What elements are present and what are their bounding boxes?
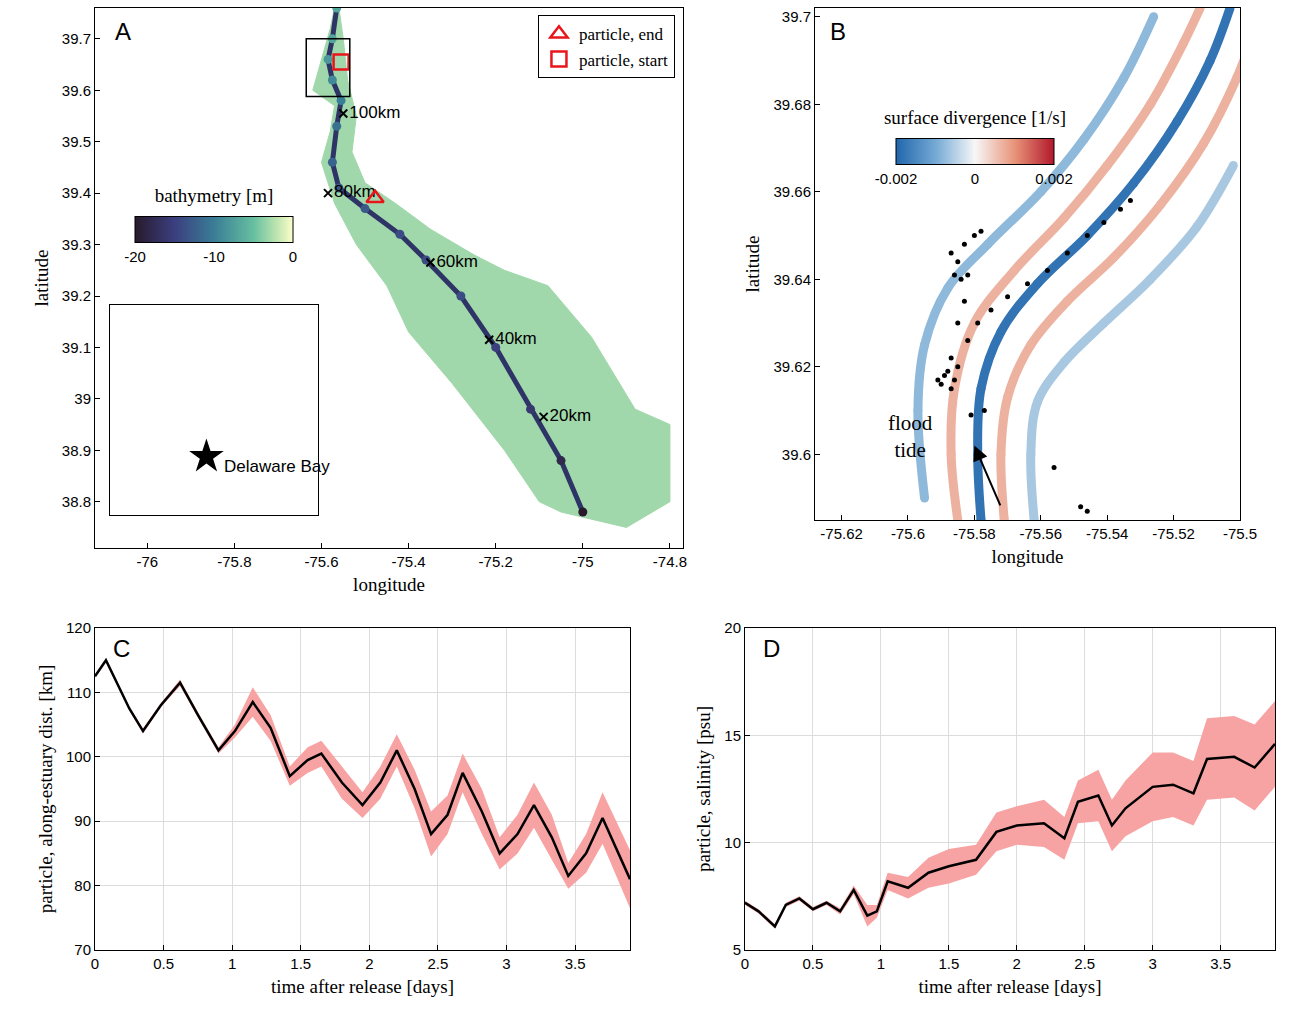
svg-text:1: 1 xyxy=(228,955,236,972)
svg-text:60km: 60km xyxy=(436,252,478,271)
svg-text:-75.5: -75.5 xyxy=(1223,525,1257,542)
svg-text:3: 3 xyxy=(502,955,510,972)
svg-text:1: 1 xyxy=(877,955,885,972)
svg-text:-75.8: -75.8 xyxy=(217,553,251,570)
svg-text:-75.56: -75.56 xyxy=(1020,525,1063,542)
svg-text:2.5: 2.5 xyxy=(428,955,449,972)
svg-text:B: B xyxy=(830,18,846,45)
svg-text:-75.2: -75.2 xyxy=(479,553,513,570)
svg-text:particle, start: particle, start xyxy=(579,51,668,70)
svg-text:bathymetry [m]: bathymetry [m] xyxy=(155,185,274,206)
svg-text:-75.52: -75.52 xyxy=(1152,525,1195,542)
svg-text:39.6: 39.6 xyxy=(782,446,811,463)
svg-text:longitude: longitude xyxy=(353,574,425,595)
svg-text:39.64: 39.64 xyxy=(773,271,811,288)
svg-text:2.5: 2.5 xyxy=(1074,955,1095,972)
svg-text:20: 20 xyxy=(724,619,741,636)
svg-text:15: 15 xyxy=(724,727,741,744)
svg-text:1.5: 1.5 xyxy=(290,955,311,972)
svg-text:38.9: 38.9 xyxy=(62,442,91,459)
svg-text:39.7: 39.7 xyxy=(62,30,91,47)
svg-text:-20: -20 xyxy=(124,248,146,265)
svg-text:39.68: 39.68 xyxy=(773,96,811,113)
svg-text:-75.54: -75.54 xyxy=(1086,525,1129,542)
svg-text:80: 80 xyxy=(74,877,91,894)
svg-text:100km: 100km xyxy=(349,103,400,122)
svg-text:3.5: 3.5 xyxy=(565,955,586,972)
svg-text:surface divergence [1/s]: surface divergence [1/s] xyxy=(884,107,1066,128)
svg-text:0: 0 xyxy=(741,955,749,972)
svg-text:C: C xyxy=(113,635,130,662)
svg-text:-0.002: -0.002 xyxy=(875,170,918,187)
svg-text:floodtide: floodtide xyxy=(888,411,933,462)
svg-text:-10: -10 xyxy=(203,248,225,265)
svg-text:39.2: 39.2 xyxy=(62,287,91,304)
svg-text:2: 2 xyxy=(365,955,373,972)
svg-text:0.5: 0.5 xyxy=(803,955,824,972)
svg-text:40km: 40km xyxy=(495,329,537,348)
svg-text:110: 110 xyxy=(67,684,91,701)
svg-text:0.5: 0.5 xyxy=(153,955,174,972)
svg-text:5: 5 xyxy=(733,941,741,958)
svg-text:time after release [days]: time after release [days] xyxy=(271,976,454,997)
svg-text:120: 120 xyxy=(66,619,91,636)
svg-text:39: 39 xyxy=(74,390,91,407)
svg-text:39.62: 39.62 xyxy=(773,358,811,375)
svg-text:-74.8: -74.8 xyxy=(653,553,687,570)
svg-text:Delaware Bay: Delaware Bay xyxy=(224,457,330,476)
svg-text:-75: -75 xyxy=(572,553,594,570)
svg-text:particle, along-estuary dist.: particle, along-estuary dist. [km] xyxy=(35,665,56,914)
svg-text:80km: 80km xyxy=(334,182,376,201)
svg-text:39.3: 39.3 xyxy=(62,236,91,253)
svg-text:latitude: latitude xyxy=(742,236,763,293)
svg-text:longitude: longitude xyxy=(992,546,1064,567)
svg-text:time after release [days]: time after release [days] xyxy=(918,976,1101,997)
svg-text:39.4: 39.4 xyxy=(62,184,91,201)
svg-text:particle, end: particle, end xyxy=(579,25,664,44)
svg-text:particle, salinity [psu]: particle, salinity [psu] xyxy=(693,706,714,872)
svg-text:39.7: 39.7 xyxy=(782,8,811,25)
svg-text:-75.62: -75.62 xyxy=(820,525,863,542)
svg-text:10: 10 xyxy=(724,834,741,851)
svg-text:-76: -76 xyxy=(136,553,158,570)
svg-text:3.5: 3.5 xyxy=(1210,955,1231,972)
svg-text:latitude: latitude xyxy=(31,250,52,307)
svg-text:90: 90 xyxy=(74,812,91,829)
svg-text:39.6: 39.6 xyxy=(62,82,91,99)
svg-text:2: 2 xyxy=(1013,955,1021,972)
svg-text:38.8: 38.8 xyxy=(62,493,91,510)
svg-text:-75.6: -75.6 xyxy=(891,525,925,542)
svg-text:-75.4: -75.4 xyxy=(391,553,425,570)
svg-text:-75.58: -75.58 xyxy=(953,525,996,542)
svg-text:0: 0 xyxy=(91,955,99,972)
svg-text:100: 100 xyxy=(66,748,91,765)
svg-text:39.66: 39.66 xyxy=(773,183,811,200)
svg-text:39.5: 39.5 xyxy=(62,133,91,150)
svg-text:20km: 20km xyxy=(550,406,592,425)
svg-text:3: 3 xyxy=(1149,955,1157,972)
svg-text:1.5: 1.5 xyxy=(938,955,959,972)
svg-text:39.1: 39.1 xyxy=(62,339,91,356)
svg-text:70: 70 xyxy=(74,941,91,958)
svg-text:0: 0 xyxy=(971,170,979,187)
svg-text:-75.6: -75.6 xyxy=(304,553,338,570)
svg-text:A: A xyxy=(115,18,131,45)
svg-text:0: 0 xyxy=(289,248,297,265)
svg-text:0.002: 0.002 xyxy=(1035,170,1073,187)
svg-text:D: D xyxy=(763,635,780,662)
